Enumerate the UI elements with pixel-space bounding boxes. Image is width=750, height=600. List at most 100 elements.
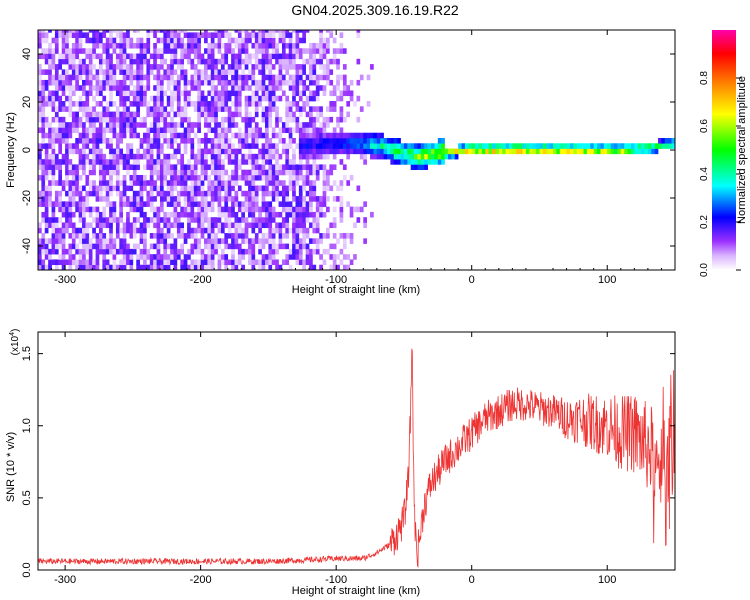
spectrogram-cell [353,148,357,155]
spectrogram-cell [536,148,540,155]
spectrogram-cell [88,132,93,139]
spectrogram-cell [115,148,120,155]
spectrogram-cell [41,69,46,75]
spectrogram-cell [143,95,147,102]
spectrogram-cell [115,111,120,118]
spectrogram-cell [78,206,83,213]
spectrogram-cell [298,106,303,112]
spectrogram-cell [102,217,107,223]
spectrogram-cell [146,58,151,65]
spectrogram-cell [105,42,110,49]
spectrogram-cell [661,143,666,149]
spectrogram-cell [288,48,293,54]
spectrogram-cell [285,79,290,86]
spectrogram-cell [82,85,86,91]
spectrogram-cell [51,127,56,134]
spectrogram-cell [580,143,584,149]
spectrogram-cell [173,32,178,38]
spectrogram-cell [397,159,401,165]
spectrogram-cell [241,42,245,49]
spectrogram-cell [126,227,130,234]
spectrogram-cell [112,79,117,86]
spectrogram-cell [166,196,171,202]
spectrogram-cell [200,159,205,165]
spectrogram-cell [210,53,215,60]
spectrogram-cell [95,74,100,81]
spectrogram-cell [275,132,279,139]
spectrogram-cell [200,174,205,181]
spectrogram-cell [241,233,245,239]
spectrogram-cell [61,106,66,112]
spectrogram-cell [166,185,171,192]
spectrogram-cell [85,48,90,54]
spectrogram-cell [75,227,79,234]
spectrogram-cell [41,48,46,54]
spectrogram-cell [342,264,347,270]
spectrogram-cell [180,159,184,165]
spectrogram-cell [112,132,117,139]
spectrogram-cell [85,248,90,255]
spectrogram-cell [170,69,174,75]
spectrogram-cell [302,227,306,234]
spectrogram-cell [122,64,127,70]
spectrogram-cell [336,74,340,81]
spectrogram-cell [119,64,124,70]
spectrogram-cell [376,153,381,160]
spectrogram-cell [61,30,66,33]
spectrogram-cell [75,79,79,86]
spectrogram-cell [61,101,66,107]
spectrogram-cell [424,148,428,155]
spectrogram-cell [329,222,334,229]
spectrogram-cell [139,222,144,229]
spectrogram-cell [82,111,86,118]
spectrogram-cell [237,243,242,250]
spectrogram-cell [268,69,273,75]
spectrogram-cell [298,190,303,197]
spectrogram-cell [258,85,262,91]
spectrogram-cell [268,238,273,244]
spectrogram-cell [166,30,171,33]
spectrogram-cell [163,233,168,239]
spectrogram-cell [241,138,245,144]
spectrogram-cell [312,58,317,65]
spectrogram-cell [451,153,456,160]
spectrogram-cell [386,138,391,144]
spectrogram-cell [85,233,90,239]
spectrogram-cell [153,64,157,70]
spectrogram-cell [44,159,49,165]
spectrogram-cell [302,58,306,65]
spectrogram-cell [258,48,262,54]
spectrogram-cell [220,42,225,49]
spectrogram-cell [356,30,361,33]
spectrogram-cell [231,132,235,139]
spectrogram-cell [231,206,235,213]
spectrogram-cell [258,211,262,218]
spectrogram-cell [251,259,256,266]
spectrogram-cell [254,174,259,181]
spectrogram-cell [129,248,134,255]
spectrogram-cell [75,143,79,149]
spectrogram-cell [214,90,218,97]
spectrogram-cell [210,164,215,170]
spectrogram-cell [166,101,171,107]
spectrogram-cell [227,138,232,144]
spectrogram-cell [234,222,239,229]
spectrogram-cell [248,58,252,65]
spectrogram-cell [237,53,242,60]
spectrogram-cell [75,127,79,134]
spectrogram-cell [278,95,283,102]
spectrogram-cell [217,159,222,165]
spectrogram-cell [85,37,90,44]
spectrogram-cell [271,132,276,139]
spectrogram-cell [671,138,675,144]
spectrogram-cell [278,169,283,176]
spectrogram-cell [119,196,124,202]
spectrogram-cell [305,132,310,139]
spectrogram-cell [614,143,618,149]
spectrogram-cell [346,180,351,186]
spectrogram-cell [210,143,215,149]
spectrogram-cell [569,143,574,149]
spectrogram-cell [298,48,303,54]
spectrogram-cell [315,85,320,91]
